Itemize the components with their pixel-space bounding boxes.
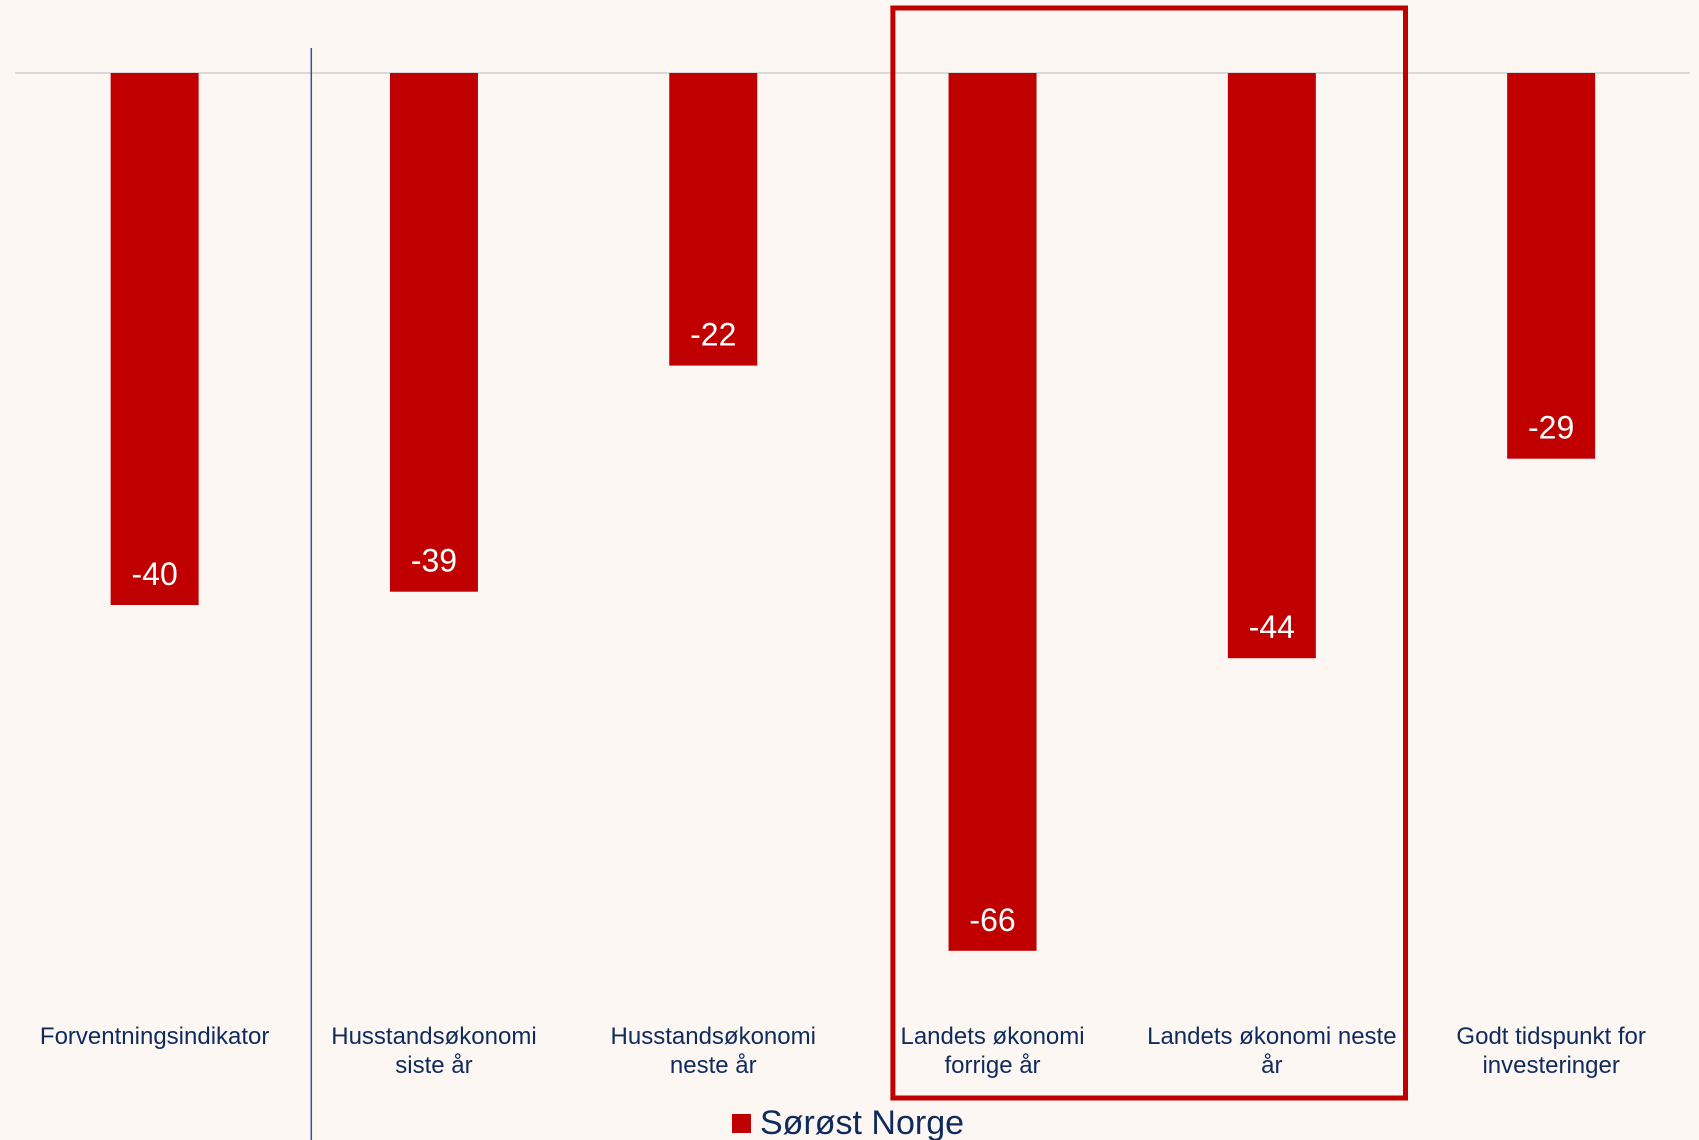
category-label: investeringer <box>1482 1052 1619 1079</box>
category-label: Landets økonomi <box>900 1023 1084 1050</box>
data-label: -29 <box>1528 410 1574 446</box>
bar[interactable] <box>110 73 199 605</box>
legend-label: Sørøst Norge <box>760 1104 964 1140</box>
data-label: -40 <box>132 556 178 592</box>
category-label: Husstandsøkonomi <box>611 1023 816 1050</box>
category-label: Forventningsindikator <box>40 1023 269 1050</box>
category-label: neste år <box>670 1052 757 1079</box>
legend-marker <box>732 1114 751 1133</box>
data-label: -44 <box>1249 609 1295 645</box>
bar[interactable] <box>1507 73 1596 459</box>
category-label: Godt tidspunkt for <box>1456 1023 1645 1050</box>
data-label: -22 <box>690 317 736 353</box>
data-label: -66 <box>969 902 1015 938</box>
bar[interactable] <box>389 73 478 592</box>
category-label: Landets økonomi neste <box>1147 1023 1396 1050</box>
bar[interactable] <box>948 73 1037 951</box>
category-label: Husstandsøkonomi <box>331 1023 536 1050</box>
bar[interactable] <box>1227 73 1316 659</box>
category-label: år <box>1261 1052 1282 1079</box>
highlight-box <box>890 5 1408 1101</box>
data-label: -39 <box>411 543 457 579</box>
category-label: forrige år <box>945 1052 1041 1079</box>
category-label: siste år <box>395 1052 472 1079</box>
bar[interactable] <box>669 73 758 366</box>
